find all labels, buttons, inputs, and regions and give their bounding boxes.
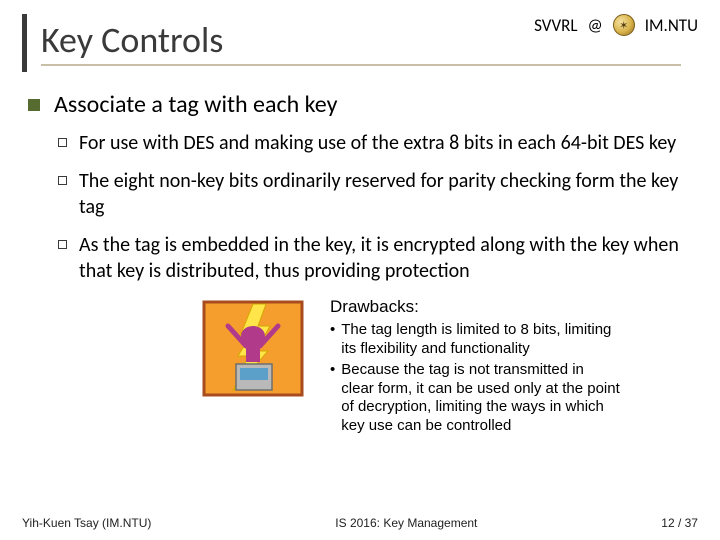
- drawbacks-text: Drawbacks: • The tag length is limited t…: [330, 296, 620, 438]
- sub-bullet-text: For use with DES and making use of the e…: [79, 130, 676, 156]
- footer-author: Yih-Kuen Tsay (IM.NTU): [22, 516, 151, 530]
- drawback-text: The tag length is limited to 8 bits, lim…: [341, 321, 620, 359]
- sub-bullet-list: For use with DES and making use of the e…: [28, 130, 698, 284]
- header-org-left: SVVRL: [534, 15, 577, 36]
- sub-bullet-text: As the tag is embedded in the key, it is…: [79, 232, 698, 284]
- list-item: The eight non-key bits ordinarily reserv…: [58, 168, 698, 220]
- bullet-dot-icon: •: [330, 361, 335, 436]
- list-item: • Because the tag is not transmitted in …: [330, 361, 620, 436]
- illustration-icon: [198, 296, 308, 401]
- header-org-right: IM.NTU: [645, 15, 698, 36]
- hollow-square-bullet-icon: [58, 240, 67, 249]
- ntu-logo-icon: ✶: [613, 14, 635, 36]
- drawbacks-heading: Drawbacks:: [330, 296, 620, 317]
- footer: Yih-Kuen Tsay (IM.NTU) IS 2016: Key Mana…: [22, 516, 698, 530]
- sub-bullet-text: The eight non-key bits ordinarily reserv…: [79, 168, 698, 220]
- hollow-square-bullet-icon: [58, 176, 67, 185]
- list-item: • The tag length is limited to 8 bits, l…: [330, 321, 620, 359]
- list-item: For use with DES and making use of the e…: [58, 130, 698, 156]
- drawbacks-section: Drawbacks: • The tag length is limited t…: [28, 296, 698, 438]
- hollow-square-bullet-icon: [58, 138, 67, 147]
- main-bullet: Associate a tag with each key: [28, 90, 698, 120]
- square-bullet-icon: [28, 99, 40, 111]
- drawback-text: Because the tag is not transmitted in cl…: [341, 361, 620, 436]
- slide: SVVRL @ ✶ IM.NTU Key Controls Associate …: [0, 0, 720, 540]
- bullet-dot-icon: •: [330, 321, 335, 359]
- body: Associate a tag with each key For use wi…: [22, 90, 698, 438]
- header-affiliation: SVVRL @ ✶ IM.NTU: [534, 14, 698, 36]
- header-at: @: [588, 15, 603, 36]
- main-bullet-text: Associate a tag with each key: [54, 90, 337, 120]
- list-item: As the tag is embedded in the key, it is…: [58, 232, 698, 284]
- footer-page: 12 / 37: [661, 516, 698, 530]
- footer-course: IS 2016: Key Management: [335, 516, 477, 530]
